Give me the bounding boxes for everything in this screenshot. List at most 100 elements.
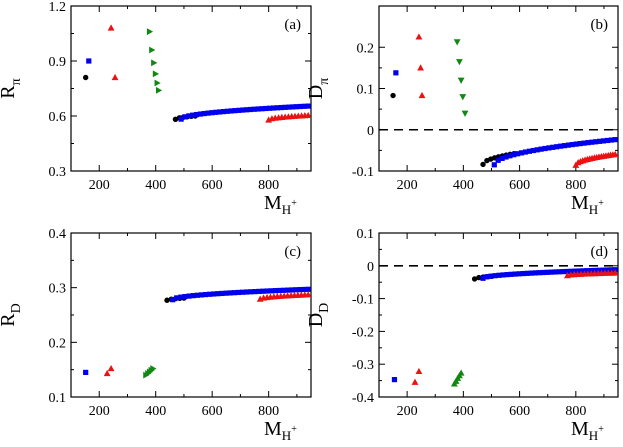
data-point-blue-curve <box>488 273 494 279</box>
data-layer <box>83 286 311 379</box>
data-point-blue-curve <box>538 146 544 152</box>
y-tick-label: 0.2 <box>357 41 375 56</box>
x-tick-label: 600 <box>202 178 223 193</box>
data-point-blue-curve <box>589 139 595 145</box>
panel-label: (a) <box>284 17 301 33</box>
x-axis-label: MH+ <box>571 192 604 217</box>
data-point-blue-curve <box>252 289 258 295</box>
data-point-blue-curve <box>240 107 246 113</box>
data-point-blue-curve <box>544 269 550 275</box>
y-tick-label: 0.1 <box>49 391 67 406</box>
data-point-blue-curve <box>604 137 610 144</box>
data-point-blue <box>393 70 399 76</box>
data-point-blue-curve <box>182 293 188 300</box>
data-point-green <box>459 94 467 101</box>
data-point-blue-curve <box>305 103 311 109</box>
data-point-blue-curve <box>247 106 254 113</box>
data-point-blue-curve <box>530 147 536 154</box>
data-point-blue-curve <box>600 267 606 273</box>
panel-c: 200 400 600 800 0.1 0.2 0.3 0.4 (c) RD MH+ <box>0 227 312 443</box>
data-point-green <box>149 46 156 54</box>
data-point-green <box>461 110 469 117</box>
data-point-blue-curve <box>193 111 200 118</box>
y-tick-label: -0.4 <box>352 391 374 406</box>
x-tick-label: 200 <box>89 404 110 419</box>
data-point-blue-curve <box>219 290 225 297</box>
data-point-blue-curve <box>267 105 273 111</box>
data-point-blue-curve <box>190 293 196 299</box>
data-point-blue-curve <box>211 291 217 297</box>
data-point-blue-curve <box>556 269 562 275</box>
data-point-green <box>146 28 154 36</box>
data-point-blue-curve <box>207 291 213 297</box>
data-point-black-curve <box>480 161 486 168</box>
data-point-blue-curve <box>522 149 529 155</box>
plot-frame <box>378 5 619 172</box>
data-point-green <box>453 39 461 46</box>
data-point-blue-curve <box>198 292 204 298</box>
data-point-blue-curve <box>484 274 490 280</box>
data-point-blue-curve <box>576 268 582 274</box>
data-point-blue-curve <box>268 288 274 294</box>
data-point-blue <box>86 58 92 64</box>
data-point-black <box>82 74 89 81</box>
data-point-green <box>457 369 465 376</box>
data-point-black <box>390 92 396 99</box>
data-point-green <box>457 77 465 84</box>
data-point-blue-curve <box>596 138 603 144</box>
data-point-blue-curve <box>573 141 579 147</box>
y-tick-label: 0.1 <box>357 83 375 98</box>
data-point-blue-curve <box>600 138 607 144</box>
data-point-red <box>107 24 115 31</box>
x-tick-label: 800 <box>565 404 586 419</box>
y-tick-label: 0.3 <box>49 282 67 297</box>
data-point-blue-curve <box>584 268 590 274</box>
y-tick-label: 0.2 <box>49 336 67 351</box>
data-point-blue-curve <box>286 104 292 110</box>
data-point-blue-curve <box>480 275 486 281</box>
data-point-blue-curve <box>297 287 303 293</box>
data-point-red-curve <box>304 111 311 119</box>
data-point-blue-curve <box>524 270 530 276</box>
data-point-blue-curve <box>569 142 575 148</box>
x-tick-label: 200 <box>89 178 110 193</box>
data-point-blue-curve <box>512 271 518 277</box>
x-tick-label: 400 <box>453 178 474 193</box>
data-point-red <box>411 378 419 385</box>
data-point-red <box>417 64 425 71</box>
data-point-blue-curve <box>585 140 591 146</box>
data-point-blue-curve <box>608 137 614 143</box>
data-point-blue-curve <box>557 143 564 149</box>
plot-frame <box>378 232 619 398</box>
y-tick-label: -0.3 <box>352 358 374 373</box>
y-tick-label: 0.1 <box>357 227 375 242</box>
data-point-blue-curve <box>542 145 548 152</box>
data-point-blue-curve <box>272 288 278 294</box>
data-layer <box>391 267 618 387</box>
x-tick-label: 800 <box>258 404 279 419</box>
panel-a: 200 400 600 800 0.3 0.6 0.9 1.2 (a) Rπ MH+ <box>0 0 312 217</box>
y-axis-label: RD <box>0 303 24 326</box>
data-point-blue-curve <box>264 288 270 294</box>
data-point-red-curve <box>611 269 618 276</box>
data-point-blue-curve <box>515 151 521 157</box>
data-point-blue-curve <box>564 268 570 275</box>
data-point-blue-curve <box>260 288 266 294</box>
data-point-blue-curve <box>178 294 184 300</box>
data-point-blue-curve <box>534 147 540 153</box>
data-point-blue-curve <box>294 104 300 110</box>
data-point-black-curve <box>471 276 478 282</box>
data-point-blue-curve <box>500 272 506 278</box>
data-point-blue-curve <box>232 108 238 114</box>
panel-d: 200 400 600 800 -0.4 -0.3 -0.2 -0.1 0 0.1 (d) DD MH+ <box>305 227 619 443</box>
data-point-blue-curve <box>592 267 598 274</box>
x-axis-label: MH+ <box>571 418 604 443</box>
data-point-blue <box>391 377 398 383</box>
data-point-blue-curve <box>503 154 509 160</box>
x-tick-label: 800 <box>258 178 279 193</box>
y-tick-label: 0 <box>367 124 374 139</box>
data-point-red <box>111 73 119 81</box>
data-layer <box>390 33 618 168</box>
data-point-blue-curve <box>604 267 610 273</box>
x-tick-label: 600 <box>509 178 530 193</box>
